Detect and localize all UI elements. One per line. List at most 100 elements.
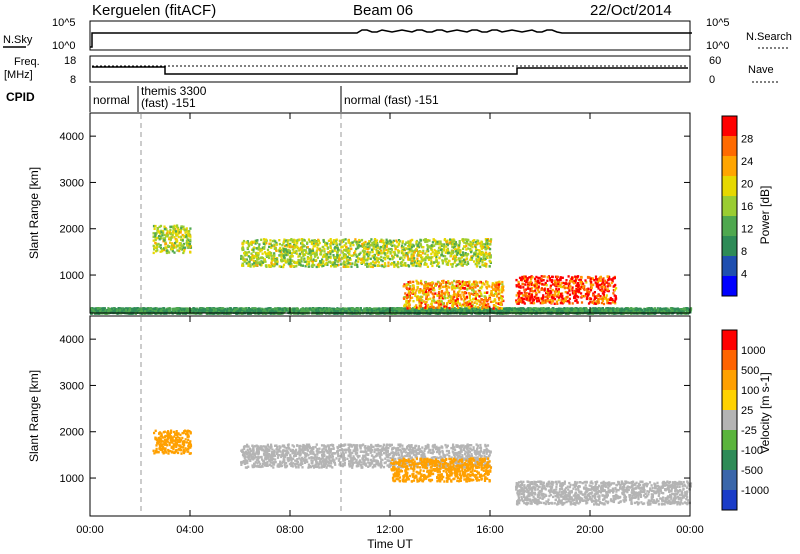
heatmap-cell [216,312,220,315]
heatmap-cell [463,254,466,257]
heatmap-cell [281,248,284,252]
heatmap-cell [92,309,95,312]
heatmap-cell [240,309,243,312]
heatmap-cell [251,248,254,251]
heatmap-cell [142,307,145,310]
heatmap-cell [643,308,646,311]
heatmap-cell [537,309,540,312]
heatmap-cell [160,231,163,234]
heatmap-cell [289,312,292,315]
heatmap-cell [660,308,663,311]
heatmap-cell [155,309,158,313]
heatmap-cell [222,309,225,312]
heatmap-cell [372,264,375,267]
heatmap-cell [300,260,303,263]
heatmap-cell [597,310,600,313]
heatmap-cell [632,311,635,314]
heatmap-cell [421,308,424,311]
heatmap-cell [114,308,117,311]
heatmap-cell [385,245,388,248]
heatmap-cell [171,250,174,253]
heatmap-cell [617,307,620,311]
heatmap-cell [165,228,168,231]
heatmap-cell [249,312,252,315]
heatmap-cell [265,242,268,245]
heatmap-cell [250,256,253,259]
heatmap-cell [229,310,232,313]
heatmap-cell [162,230,165,233]
heatmap-cell [623,309,626,312]
heatmap-cell [289,265,292,268]
heatmap-cell [412,310,415,313]
heatmap-cell [369,251,372,254]
heatmap-cell [625,310,628,313]
heatmap-cell [196,307,199,310]
heatmap-cell [134,309,137,312]
heatmap-cell [544,311,547,314]
heatmap-cell [415,248,418,251]
heatmap-cell [455,243,458,246]
heatmap-cell [415,239,418,243]
heatmap-cell [295,252,298,255]
heatmap-cell [673,309,677,312]
heatmap-cell [510,307,513,310]
heatmap-cell [428,312,432,315]
heatmap-cell [438,256,441,260]
heatmap-cell [275,241,278,245]
heatmap-cell [419,238,422,242]
heatmap-cell [163,233,166,237]
heatmap-cell [187,241,190,244]
heatmap-cell [159,246,163,250]
heatmap-cell [198,312,201,315]
heatmap-cell [283,308,286,311]
heatmap-cell [165,251,168,255]
heatmap-cell [424,261,427,264]
heatmap-cell [214,310,217,313]
heatmap-cell [308,240,311,243]
heatmap-cell [478,251,481,254]
heatmap-cell [173,307,176,310]
heatmap-cell [103,307,106,310]
heatmap-cell [459,253,462,257]
heatmap-cell [400,251,403,255]
heatmap-cell [365,243,368,246]
heatmap-cell [466,260,469,263]
heatmap-cell [467,262,470,265]
heatmap-cell [465,263,468,266]
heatmap-cell [617,310,620,314]
heatmap-cell [482,251,485,254]
heatmap-cell [306,256,309,259]
heatmap-cell [482,243,485,246]
heatmap-cell [176,244,179,247]
heatmap-cell [173,224,176,228]
heatmap-cell [256,310,259,313]
heatmap-cell [179,231,182,234]
heatmap-cell [344,261,347,264]
heatmap-cell [161,234,164,237]
heatmap-cell [340,246,343,249]
heatmap-cell [245,258,248,261]
heatmap-cell [293,247,296,250]
heatmap-cell [186,244,189,247]
heatmap-cell [163,227,166,231]
heatmap-cell [400,308,403,312]
heatmap-cell [159,235,162,239]
heatmap-cell [551,308,554,311]
heatmap-cell [287,248,290,252]
heatmap-cell [378,309,381,312]
heatmap-cell [564,312,567,315]
heatmap-cell [166,244,169,247]
heatmap-cell [343,249,346,252]
heatmap-cell [283,238,286,241]
heatmap-cell [155,245,158,248]
heatmap-cell [632,307,635,311]
heatmap-cell [175,225,178,229]
heatmap-cell [454,241,457,244]
heatmap-cell [342,238,345,242]
heatmap-cell [656,310,659,313]
heatmap-cell [176,249,179,252]
heatmap-cell [570,308,573,312]
heatmap-cell [569,308,572,312]
heatmap-cell [182,307,185,311]
heatmap-cell [502,310,505,314]
